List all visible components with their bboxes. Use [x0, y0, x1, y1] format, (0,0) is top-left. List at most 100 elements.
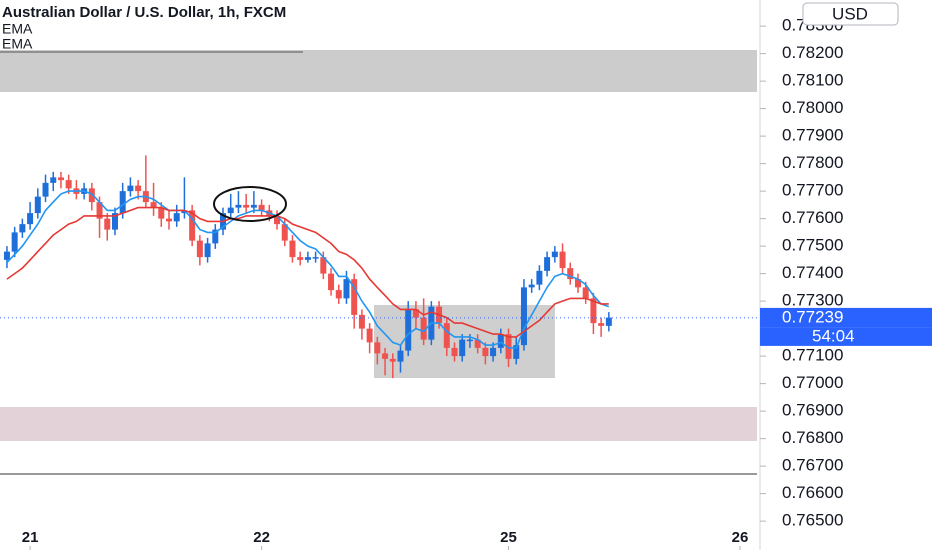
- candle-body: [528, 284, 535, 288]
- candle-body: [536, 270, 543, 285]
- candle-body: [466, 339, 473, 342]
- x-tick-label: 22: [253, 529, 270, 546]
- candle-body: [150, 202, 157, 208]
- candle-body: [343, 279, 350, 299]
- candle-body: [366, 328, 373, 343]
- candle-body: [281, 224, 288, 241]
- candle-body: [351, 279, 358, 315]
- candle-body: [250, 204, 257, 208]
- y-tick-label: 0.77000: [782, 373, 843, 392]
- highlight-circle: [213, 186, 287, 222]
- candle-body: [582, 287, 589, 299]
- candle-body: [243, 204, 250, 208]
- candle-body: [358, 314, 365, 329]
- candle-body: [328, 273, 335, 291]
- candle-body: [513, 345, 520, 359]
- candle-body: [335, 290, 342, 299]
- candle-body: [490, 347, 497, 357]
- currency-box[interactable]: [802, 2, 899, 26]
- candle-body: [397, 350, 404, 362]
- y-tick-label: 0.77400: [782, 263, 843, 282]
- candle-body: [88, 188, 95, 203]
- candle-body: [474, 339, 481, 348]
- candle-body: [181, 210, 188, 214]
- x-tick-label: 26: [732, 529, 749, 546]
- candle-body: [158, 207, 165, 219]
- candle-body: [111, 213, 118, 230]
- candle-body: [27, 213, 34, 225]
- ema-line: [6, 190, 610, 349]
- supply-zone: [0, 50, 757, 92]
- candle-body: [289, 240, 296, 258]
- candle-body: [165, 218, 172, 222]
- countdown: 54:04: [812, 326, 855, 345]
- y-tick-label: 0.78200: [782, 43, 843, 62]
- x-tick-label: 25: [500, 529, 517, 546]
- legend-entry: EMA: [2, 36, 33, 52]
- candle-body: [19, 224, 26, 233]
- y-tick-label: 0.77600: [782, 208, 843, 227]
- legend-entry: EMA: [2, 21, 33, 37]
- candle-body: [459, 339, 466, 357]
- price-axis: 0.783000.782000.781000.780000.779000.778…: [760, 16, 932, 530]
- candle-body: [574, 279, 581, 288]
- last-price-label: 0.77239: [782, 307, 843, 326]
- candle-body: [11, 232, 18, 252]
- x-tick-label: 21: [22, 529, 39, 546]
- candle-body: [274, 215, 281, 225]
- y-tick-label: 0.77100: [782, 346, 843, 365]
- y-tick-label: 0.78100: [782, 71, 843, 90]
- y-tick-label: 0.76800: [782, 428, 843, 447]
- candle-body: [65, 180, 72, 189]
- y-tick-label: 0.77700: [782, 181, 843, 200]
- candle-body: [135, 185, 142, 192]
- candle-body: [57, 177, 64, 181]
- countdown-badge: [760, 327, 932, 346]
- candle-body: [50, 177, 57, 183]
- y-tick-label: 0.77300: [782, 291, 843, 310]
- candle-body: [482, 347, 489, 357]
- candle-body: [405, 309, 412, 351]
- candle-body: [34, 196, 41, 214]
- y-tick-label: 0.77800: [782, 153, 843, 172]
- candle-body: [605, 317, 612, 326]
- candle-body: [497, 334, 504, 348]
- y-tick-label: 0.78000: [782, 98, 843, 117]
- candle-body: [312, 257, 319, 259]
- candle-body: [119, 191, 126, 214]
- chart-title: Australian Dollar / U.S. Dollar, 1h, FXC…: [2, 4, 286, 21]
- candle-body: [382, 353, 389, 359]
- candle-body: [258, 204, 265, 211]
- plot-area: [0, 155, 757, 379]
- candle-body: [104, 218, 111, 230]
- candle-body: [189, 210, 196, 241]
- candle-body: [320, 257, 327, 274]
- candle-body: [304, 257, 311, 260]
- candle-body: [389, 358, 396, 362]
- demand-zone: [0, 407, 757, 441]
- candle-body: [196, 240, 203, 258]
- candle-body: [297, 257, 304, 260]
- candle-body: [3, 251, 10, 260]
- candle-body: [235, 204, 242, 208]
- y-tick-label: 0.76500: [782, 511, 843, 530]
- candle-body: [551, 251, 558, 258]
- candle-body: [173, 213, 180, 222]
- candle-body: [520, 287, 527, 346]
- candle-body: [412, 309, 419, 318]
- candle-body: [42, 182, 49, 197]
- candle-body: [127, 185, 134, 192]
- candle-body: [590, 298, 597, 324]
- candle-body: [212, 229, 219, 244]
- candle-body: [451, 347, 458, 357]
- candle-body: [567, 268, 574, 280]
- candle-body: [204, 243, 211, 258]
- candle-body: [505, 334, 512, 359]
- last-price-badge: [760, 307, 932, 328]
- candle-body: [443, 323, 450, 348]
- currency: USD: [832, 4, 868, 23]
- candle-body: [96, 202, 103, 219]
- y-tick-label: 0.77900: [782, 126, 843, 145]
- candle-body: [559, 251, 566, 269]
